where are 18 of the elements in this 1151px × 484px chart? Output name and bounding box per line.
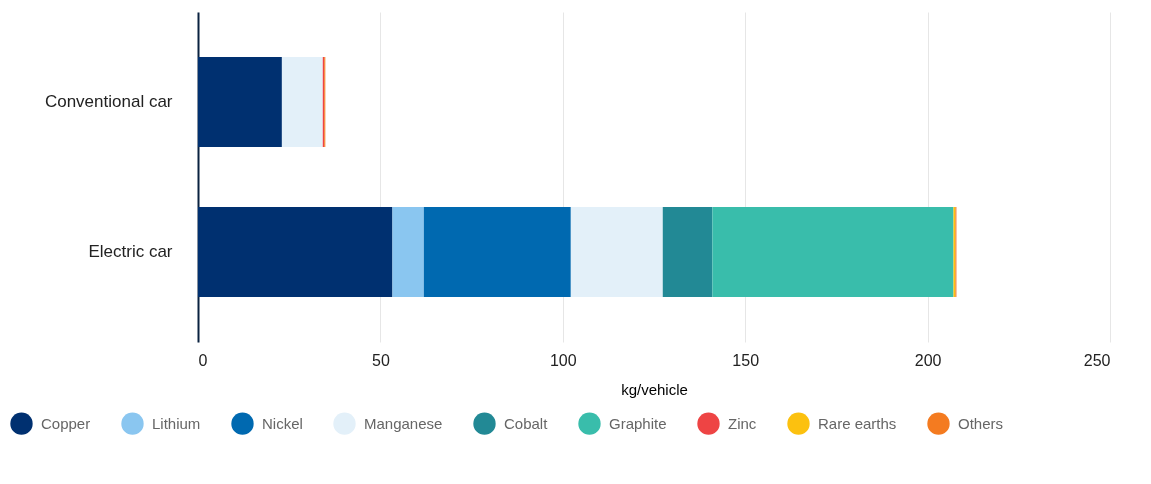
legend-label: Nickel — [262, 414, 303, 432]
x-tick-label: 0 — [198, 351, 208, 369]
x-tick-label: 150 — [732, 351, 760, 369]
legend-label: Copper — [41, 414, 91, 432]
legend-label: Rare earths — [818, 414, 897, 432]
legend-label: Others — [958, 414, 1004, 432]
y-tick-label: Conventional car — [44, 92, 173, 111]
x-tick-label: 200 — [914, 351, 942, 369]
x-tick-label: 250 — [1083, 351, 1111, 369]
y-tick-label: Electric car — [88, 242, 173, 261]
legend-label: Graphite — [609, 414, 667, 432]
legend-label: Lithium — [152, 414, 201, 432]
legend-label: Cobalt — [504, 414, 549, 432]
x-tick-label: 100 — [549, 351, 577, 369]
legend-label: Manganese — [364, 414, 443, 432]
x-tick-label: 50 — [372, 351, 390, 369]
legend-label: Zinc — [728, 414, 757, 432]
x-axis-title: kg/vehicle — [621, 380, 688, 398]
